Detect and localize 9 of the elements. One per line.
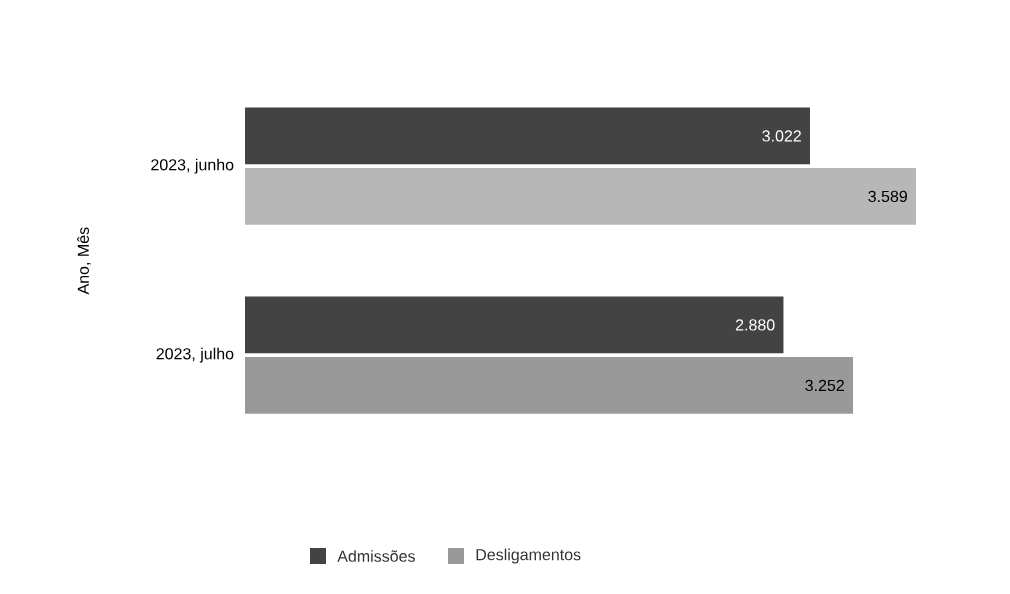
y-tick-label: 2023, julho xyxy=(156,347,234,363)
data-label: 3.252 xyxy=(805,379,844,392)
data-label: 2.880 xyxy=(735,319,775,331)
y-axis-title: Ano, Mês xyxy=(77,227,91,295)
data-label: 3.022 xyxy=(762,130,801,142)
legend-label: Admissões xyxy=(337,550,415,562)
legend-label: Desligamentos xyxy=(476,548,581,564)
y-tick-label: 2023, junho xyxy=(151,158,234,174)
data-label: 3.589 xyxy=(868,190,907,203)
